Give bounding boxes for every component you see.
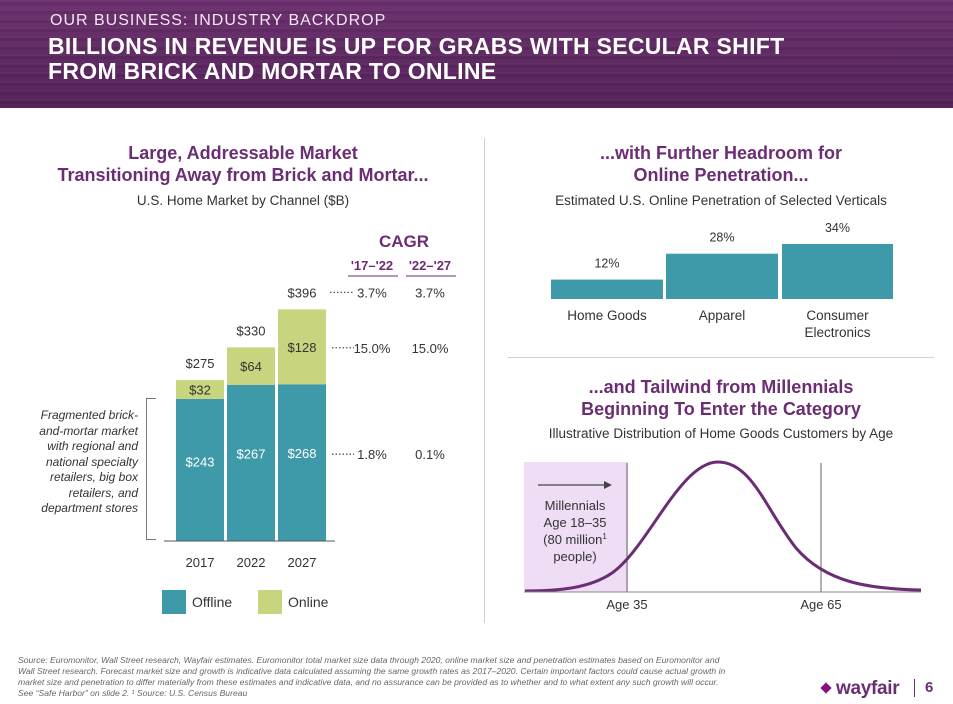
age-distribution-chart: Millennials Age 18–35 (80 million1 peopl… [524,460,922,612]
right-top-title-line2: Online Penetration... [633,165,809,185]
millennials-band [524,462,628,592]
legend-swatch-online [258,590,282,614]
header-kicker: OUR BUSINESS: INDUSTRY BACKDROP [50,12,387,29]
offline-value-label-2027: $268 [288,446,317,461]
legend-label-offline: Offline [192,594,232,610]
header-texture [0,0,953,108]
penetration-bar-consumer-electronics [782,244,893,299]
bars-group: $243 $32 $275 2017 $267 $64 $330 2022 $268 $128 $3… [176,285,326,570]
age-distribution-curve [524,460,922,593]
online-value-label-2022: $64 [240,359,262,374]
market-channel-chart: CAGR '17–'22 '22–'27 $243 $32 $275 2017 $267… [162,232,456,614]
cagr-total-17-22: 3.7% [357,285,387,300]
offline-bar-2027 [278,384,326,541]
offline-value-label-2022: $267 [237,447,266,462]
millennials-line1: Millennials [545,498,606,513]
left-title-line1: Large, Addressable Market [128,143,358,163]
right-top-title-line1: ...with Further Headroom for [599,143,842,163]
left-title-line2: Transitioning Away from Brick and Mortar… [57,165,429,185]
online-bar-2027 [278,309,326,385]
cagr-online-22-27: 15.0% [412,341,449,356]
cagr-offline-17-22: 1.8% [357,447,387,462]
cagr-col-1-header: '17–'22 [351,258,393,273]
penetration-bar-home-goods [551,279,663,299]
penetration-category-line-consumer-electronics-0: Consumer [806,308,869,323]
right-bottom-subtitle: Illustrative Distribution of Home Goods … [548,426,894,441]
header-title-line2: FROM BRICK AND MORTAR TO ONLINE [48,58,497,84]
millennials-line3-text: (80 million [543,532,602,547]
penetration-value-home-goods: 12% [594,257,619,271]
penetration-bar-apparel [666,253,778,299]
header-title: BILLIONS IN REVENUE IS UP FOR GRABS WITH… [48,34,868,84]
online-bar-2022 [227,347,275,385]
x-tick-2022: 2022 [237,555,266,570]
offline-bar-2017 [176,398,224,541]
header-banner: OUR BUSINESS: INDUSTRY BACKDROP BILLIONS… [0,0,953,108]
vertical-divider [484,138,485,623]
penetration-category-line-apparel-0: Apparel [699,308,746,323]
online-bar-2017 [176,380,224,399]
cagr-offline-22-27: 0.1% [415,447,445,462]
horizontal-divider [508,357,934,358]
age-35-label: Age 35 [606,597,647,612]
left-title: Large, Addressable Market Transitioning … [20,142,466,186]
x-tick-2027: 2027 [288,555,317,570]
cagr-col-2-header: '22–'27 [409,258,451,273]
total-label-2017: $275 [186,356,215,371]
penetration-category-home-goods: Home Goods [567,308,647,323]
penetration-category-line-home-goods-0: Home Goods [567,308,647,323]
millennials-line3: (80 million1 [543,532,607,547]
online-penetration-chart: 12% Home Goods 28% Apparel 34% Consumer Electr… [551,221,893,340]
header-title-line1: BILLIONS IN REVENUE IS UP FOR GRABS WITH… [48,33,785,59]
total-label-2022: $330 [237,323,266,338]
millennials-line2: Age 18–35 [544,515,607,530]
age-65-label: Age 65 [800,597,841,612]
cagr-total-22-27: 3.7% [415,285,445,300]
note-bracket [146,398,156,540]
source-footnote: Source: Euromonitor, Wall Street researc… [18,655,726,698]
total-label-2027: $396 [288,285,317,300]
page-number: 6 [925,679,934,696]
right-top-subtitle: Estimated U.S. Online Penetration of Sel… [555,193,887,208]
x-tick-2017: 2017 [186,555,215,570]
right-bottom-title: ...and Tailwind from Millennials Beginni… [508,376,934,420]
cagr-heading: CAGR [379,232,429,251]
penetration-value-consumer-electronics: 34% [825,221,850,235]
right-top-title: ...with Further Headroom for Online Pene… [508,142,934,186]
fragmented-note: Fragmented brick-and-mortar market with … [39,408,138,515]
legend-swatch-offline [162,590,186,614]
page-separator [914,679,915,697]
millennials-line4: people) [553,549,596,564]
offline-value-label-2017: $243 [186,454,215,469]
legend-label-online: Online [288,594,329,610]
penetration-value-apparel: 28% [709,231,734,245]
penetration-category-consumer-electronics: Consumer Electronics [804,308,870,340]
online-value-label-2027: $128 [288,340,317,355]
left-subtitle: U.S. Home Market by Channel ($B) [136,193,350,208]
cagr-group: 3.7% 3.7% 15.0% 15.0% 1.8% 0.1% [330,285,449,462]
wayfair-logo: wayfair [820,678,900,700]
wayfair-logo-mark-icon [820,682,832,694]
penetration-category-apparel: Apparel [699,308,746,323]
right-bottom-title-line1: ...and Tailwind from Millennials [588,377,854,397]
online-value-label-2017: $32 [189,382,211,397]
offline-bar-2022 [227,384,275,541]
millennials-arrow-head [604,481,612,489]
legend-group: Offline Online [162,590,329,614]
penetration-bars-group: 12% Home Goods 28% Apparel 34% Consumer Electr… [551,221,893,340]
cagr-online-17-22: 15.0% [354,341,391,356]
penetration-category-line-consumer-electronics-1: Electronics [804,325,870,340]
millennials-footnote-sup: 1 [602,532,607,541]
right-bottom-title-line2: Beginning To Enter the Category [581,399,861,419]
